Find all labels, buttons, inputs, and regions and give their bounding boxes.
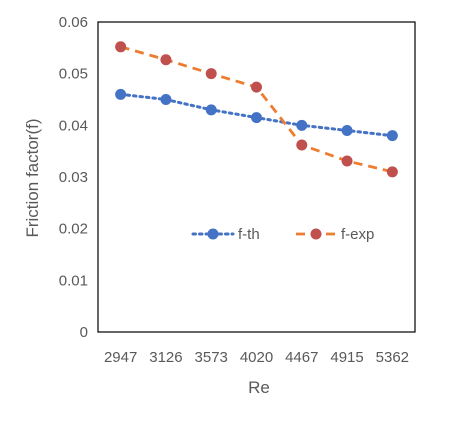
y-axis-title: Friction factor(f) <box>23 118 42 237</box>
data-point-f-exp <box>160 54 172 66</box>
data-point-f-th <box>115 88 127 100</box>
data-point-f-exp <box>386 166 398 178</box>
data-point-f-th <box>205 104 217 116</box>
data-point-f-th <box>160 94 172 105</box>
y-tick-label: 0.02 <box>59 221 88 238</box>
legend-marker-f-th <box>207 228 219 240</box>
data-point-f-exp <box>115 41 127 53</box>
legend-label: f-exp <box>341 226 374 243</box>
data-point-f-th <box>251 112 262 124</box>
y-tick-label: 0.04 <box>59 117 88 134</box>
data-point-f-exp <box>205 68 217 80</box>
data-point-f-exp <box>251 81 262 93</box>
legend-marker-f-exp <box>310 228 322 240</box>
data-point-f-exp <box>341 155 353 167</box>
x-tick-label: 4915 <box>330 349 363 366</box>
y-tick-label: 0.03 <box>59 169 88 186</box>
data-point-f-th <box>341 125 353 136</box>
y-tick-label: 0 <box>80 324 88 341</box>
x-tick-label: 5362 <box>376 349 409 366</box>
x-tick-label: 4467 <box>285 349 318 366</box>
y-tick-label: 0.01 <box>59 272 88 289</box>
plot-frame <box>97 21 416 333</box>
legend: f-th f-exp <box>191 226 374 243</box>
x-tick-label: 2947 <box>104 349 137 366</box>
legend-label: f-th <box>238 226 260 243</box>
y-tick-label: 0.06 <box>59 14 88 31</box>
x-axis-title: Re <box>248 378 270 397</box>
y-tick-label: 0.05 <box>59 66 88 83</box>
x-tick-label: 4020 <box>240 349 273 366</box>
series-line-f-exp <box>120 45 393 174</box>
x-tick-label: 3573 <box>195 349 228 366</box>
data-point-f-exp <box>296 139 308 151</box>
data-point-f-th <box>386 130 398 142</box>
x-tick-label: 3126 <box>149 349 182 366</box>
data-point-f-th <box>296 119 308 131</box>
